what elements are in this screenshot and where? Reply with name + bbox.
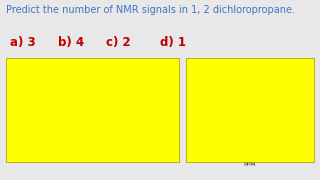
Text: CH$_2$: CH$_2$ [106,104,129,120]
Text: c) 2: c) 2 [106,36,130,49]
Text: Cl: Cl [105,84,117,98]
Text: d) 1: d) 1 [160,36,186,49]
Text: *: * [15,138,20,148]
X-axis label: PPM: PPM [243,162,256,167]
Text: Cl: Cl [64,84,75,98]
Text: Predict the number of NMR signals in 1, 2 dichloropropane.: Predict the number of NMR signals in 1, … [6,5,295,15]
Text: CH: CH [61,105,78,118]
Text: b) 4: b) 4 [58,36,84,49]
Text: H$_3$C: H$_3$C [13,104,37,120]
Text: a) 3: a) 3 [10,36,35,49]
